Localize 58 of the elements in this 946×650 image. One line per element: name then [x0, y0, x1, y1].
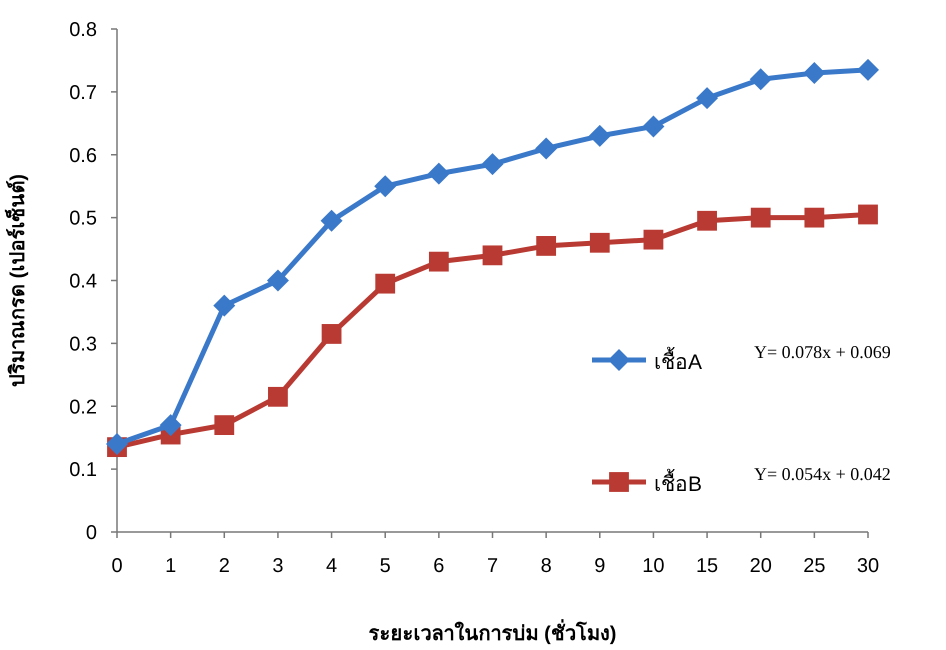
y-tick-label: 0.1 [69, 459, 97, 482]
annotation: Y= 0.078x + 0.069 [754, 342, 891, 362]
point [536, 236, 556, 256]
annotation: Y= 0.054x + 0.042 [754, 464, 891, 484]
x-tick-label: 8 [540, 555, 552, 577]
point [322, 324, 342, 344]
y-tick-label: 0.2 [69, 396, 97, 418]
point [750, 68, 772, 90]
x-tick-label: 25 [803, 555, 826, 577]
legend-label: เชื้อB [654, 469, 702, 496]
point [268, 386, 288, 407]
x-tick-label: 4 [326, 555, 338, 577]
y-axis-title: ปริมาณกรด (เปอร์เซ็นต์) [4, 174, 29, 387]
point [375, 274, 396, 294]
x-tick-label: 0 [111, 555, 123, 577]
x-tick-label: 2 [218, 555, 230, 577]
legend-label: เชื้อA [654, 347, 702, 374]
x-tick-label: 9 [594, 555, 606, 577]
point [644, 230, 664, 250]
point [590, 232, 610, 253]
point [642, 115, 664, 138]
point [697, 210, 717, 231]
x-tick-label: 1 [165, 555, 176, 577]
point [160, 414, 182, 436]
point [857, 58, 879, 81]
point [214, 415, 234, 436]
point [374, 175, 396, 198]
point [535, 137, 558, 160]
x-tick-label: 15 [696, 555, 718, 577]
y-tick-label: 0.3 [69, 333, 97, 356]
x-tick-label: 5 [380, 555, 391, 577]
point [320, 210, 343, 232]
x-tick-label: 20 [750, 555, 772, 577]
point [428, 162, 450, 185]
x-tick-label: 7 [486, 555, 498, 577]
point [588, 124, 611, 147]
x-tick-label: 30 [856, 555, 880, 577]
point [106, 432, 128, 455]
point [696, 87, 718, 110]
y-tick-label: 0.7 [69, 82, 97, 104]
point [213, 294, 236, 317]
y-tick-label: 0.4 [69, 270, 97, 292]
point [482, 245, 502, 266]
x-tick-label: 3 [272, 555, 284, 577]
y-tick-label: 0.5 [69, 208, 97, 230]
point [750, 208, 771, 228]
x-axis-title: ระยะเวลาในการบ่ม (ชั่วโมง) [368, 618, 616, 645]
y-tick-label: 0.6 [69, 144, 97, 167]
point [266, 270, 289, 292]
point [858, 204, 878, 224]
x-tick-label: 6 [433, 555, 444, 577]
y-tick-label: 0 [86, 522, 97, 544]
point [482, 153, 504, 176]
point [803, 62, 826, 84]
x-tick-label: 10 [642, 555, 665, 577]
point [428, 252, 449, 272]
y-tick-label: 0.8 [69, 19, 97, 41]
point [804, 208, 824, 228]
